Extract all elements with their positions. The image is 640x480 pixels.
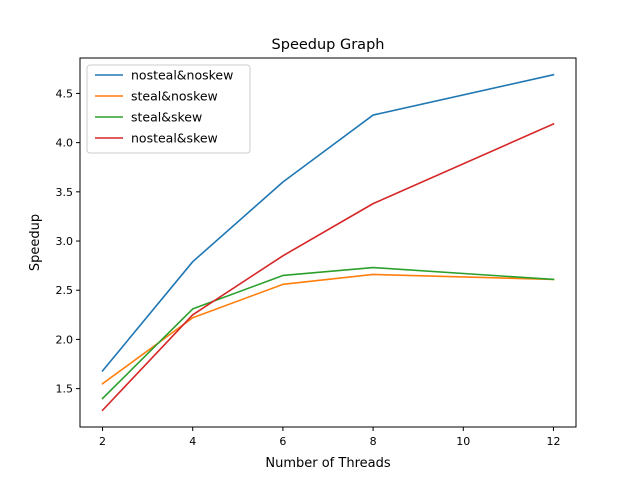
y-axis-ticks: 1.5 2.0 2.5 3.0 3.5 4.0 4.5 [56, 87, 80, 396]
series-line-3 [101, 122, 555, 412]
legend-label-3: nosteal&skew [131, 131, 218, 146]
x-axis-ticks: 2 4 6 8 10 12 [99, 427, 560, 448]
y-tick-label: 4.0 [56, 137, 74, 150]
y-tick-label: 4.5 [56, 87, 74, 100]
series-line-2 [101, 266, 555, 400]
x-tick-label: 8 [370, 435, 377, 448]
x-tick-label: 6 [279, 435, 286, 448]
x-tick-label: 4 [189, 435, 196, 448]
y-tick-label: 1.5 [56, 383, 74, 396]
legend-label-0: nosteal&noskew [131, 68, 233, 83]
legend: nosteal&noskew steal&noskew steal&skew nost… [86, 64, 251, 154]
y-tick-label: 2.0 [56, 333, 74, 346]
plot-lines [101, 73, 555, 412]
plot-frame [79, 57, 577, 428]
x-axis-label: Number of Threads [265, 456, 390, 471]
x-tick-label: 10 [456, 435, 470, 448]
legend-label-2: steal&skew [131, 110, 202, 125]
x-tick-label: 2 [99, 435, 106, 448]
legend-label-1: steal&noskew [131, 89, 218, 104]
y-tick-label: 3.0 [56, 235, 74, 248]
legend-box [86, 64, 251, 154]
chart-title: Speedup Graph [272, 37, 385, 53]
x-tick-label: 12 [546, 435, 560, 448]
series-line-0 [101, 73, 555, 373]
y-tick-label: 3.5 [56, 186, 74, 199]
y-tick-label: 2.5 [56, 284, 74, 297]
y-axis-label: Speedup [28, 214, 43, 271]
